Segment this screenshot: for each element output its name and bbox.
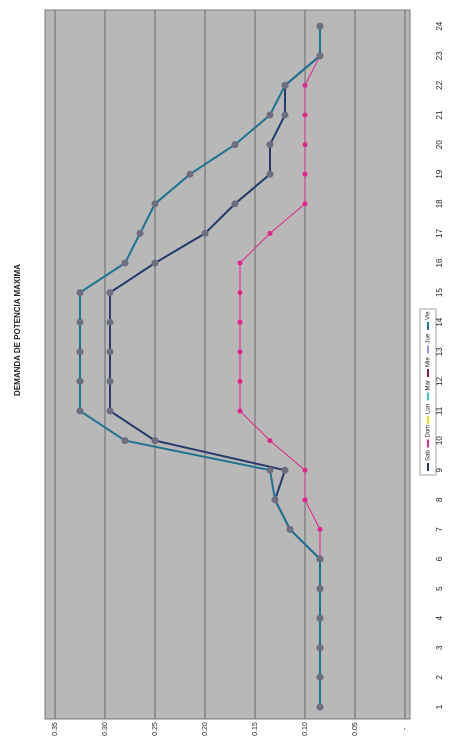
point bbox=[151, 200, 159, 208]
point bbox=[231, 200, 239, 208]
x-tick-label: 23 bbox=[435, 51, 444, 60]
point bbox=[237, 378, 243, 384]
point bbox=[106, 318, 114, 326]
point bbox=[317, 526, 323, 532]
y-tick-label: 0.15 bbox=[252, 722, 259, 736]
point bbox=[136, 229, 144, 237]
point bbox=[267, 438, 273, 444]
point bbox=[266, 141, 274, 149]
point bbox=[302, 112, 308, 118]
plot-area bbox=[44, 9, 411, 720]
point bbox=[286, 525, 294, 533]
point bbox=[237, 349, 243, 355]
point bbox=[121, 437, 129, 445]
x-tick-label: 3 bbox=[435, 645, 444, 650]
x-tick-label: 1 bbox=[435, 704, 444, 709]
point bbox=[231, 141, 239, 149]
legend-label: Mar bbox=[426, 380, 432, 390]
x-tick-label: 11 bbox=[435, 406, 444, 415]
point bbox=[76, 289, 84, 297]
point bbox=[151, 259, 159, 267]
point bbox=[302, 82, 308, 88]
point bbox=[266, 466, 274, 474]
y-tick-label: 0.05 bbox=[352, 722, 359, 736]
x-tick-label: 14 bbox=[435, 317, 444, 326]
y-tick-label: - bbox=[402, 727, 409, 730]
x-tick-label: 16 bbox=[435, 258, 444, 267]
point bbox=[237, 319, 243, 325]
point bbox=[121, 259, 129, 267]
x-tick-label: 18 bbox=[435, 199, 444, 208]
x-tick-label: 22 bbox=[435, 80, 444, 89]
legend-label: Lun bbox=[426, 404, 432, 414]
point bbox=[316, 22, 324, 30]
x-tick-label: 19 bbox=[435, 169, 444, 178]
point bbox=[106, 289, 114, 297]
point bbox=[76, 348, 84, 356]
x-tick-label: 15 bbox=[435, 288, 444, 297]
point bbox=[201, 229, 209, 237]
chart-title: DEMANDA DE POTENCIA MAXIMA bbox=[13, 264, 22, 396]
x-tick-label: 8 bbox=[435, 497, 444, 502]
x-tick-label: 13 bbox=[435, 347, 444, 356]
rotated-chart: DEMANDA DE POTENCIA MAXIMA - 0.05 0.10 0.15… bbox=[13, 9, 444, 736]
legend-label: Mie bbox=[426, 357, 432, 367]
point bbox=[76, 407, 84, 415]
x-tick-label: 12 bbox=[435, 376, 444, 385]
point bbox=[76, 318, 84, 326]
point bbox=[237, 408, 243, 414]
x-tick-label: 5 bbox=[435, 586, 444, 591]
x-tick-label: 7 bbox=[435, 527, 444, 532]
point bbox=[106, 407, 114, 415]
x-tick-label: 10 bbox=[435, 436, 444, 445]
point bbox=[302, 171, 308, 177]
legend-label: Dom bbox=[426, 425, 432, 438]
point bbox=[316, 52, 324, 60]
legend-label: Vie bbox=[426, 311, 432, 320]
point bbox=[266, 170, 274, 178]
x-tick-label: 24 bbox=[435, 21, 444, 30]
point bbox=[237, 290, 243, 296]
y-tick-label: 0.10 bbox=[302, 722, 309, 736]
point bbox=[281, 81, 289, 89]
y-tick-label: 0.35 bbox=[52, 722, 59, 736]
point bbox=[281, 111, 289, 119]
legend-label: Sab bbox=[426, 450, 432, 461]
point bbox=[316, 614, 324, 622]
point bbox=[316, 673, 324, 681]
y-tick-label: 0.20 bbox=[202, 722, 209, 736]
x-tick-label: 2 bbox=[435, 675, 444, 680]
point bbox=[302, 142, 308, 148]
point bbox=[266, 111, 274, 119]
series-line bbox=[79, 26, 321, 707]
legend-box bbox=[419, 308, 437, 476]
x-tick-label: 6 bbox=[435, 556, 444, 561]
point bbox=[302, 201, 308, 207]
point bbox=[106, 377, 114, 385]
y-tick-label: 0.30 bbox=[102, 722, 109, 736]
point bbox=[316, 644, 324, 652]
legend-label: Jue bbox=[426, 333, 432, 343]
point bbox=[316, 703, 324, 711]
y-tick-label: 0.25 bbox=[152, 722, 159, 736]
x-tick-label: 20 bbox=[435, 140, 444, 149]
x-tick-label: 21 bbox=[435, 110, 444, 119]
point bbox=[267, 230, 273, 236]
point bbox=[316, 585, 324, 593]
point bbox=[76, 377, 84, 385]
point bbox=[186, 170, 194, 178]
point bbox=[316, 555, 324, 563]
point bbox=[151, 437, 159, 445]
x-tick-label: 4 bbox=[435, 615, 444, 620]
point bbox=[237, 260, 243, 266]
point bbox=[271, 496, 279, 504]
x-tick-label: 9 bbox=[435, 467, 444, 472]
point bbox=[106, 348, 114, 356]
point bbox=[281, 466, 289, 474]
point bbox=[302, 497, 308, 503]
x-tick-label: 17 bbox=[435, 228, 444, 237]
point bbox=[302, 467, 308, 473]
